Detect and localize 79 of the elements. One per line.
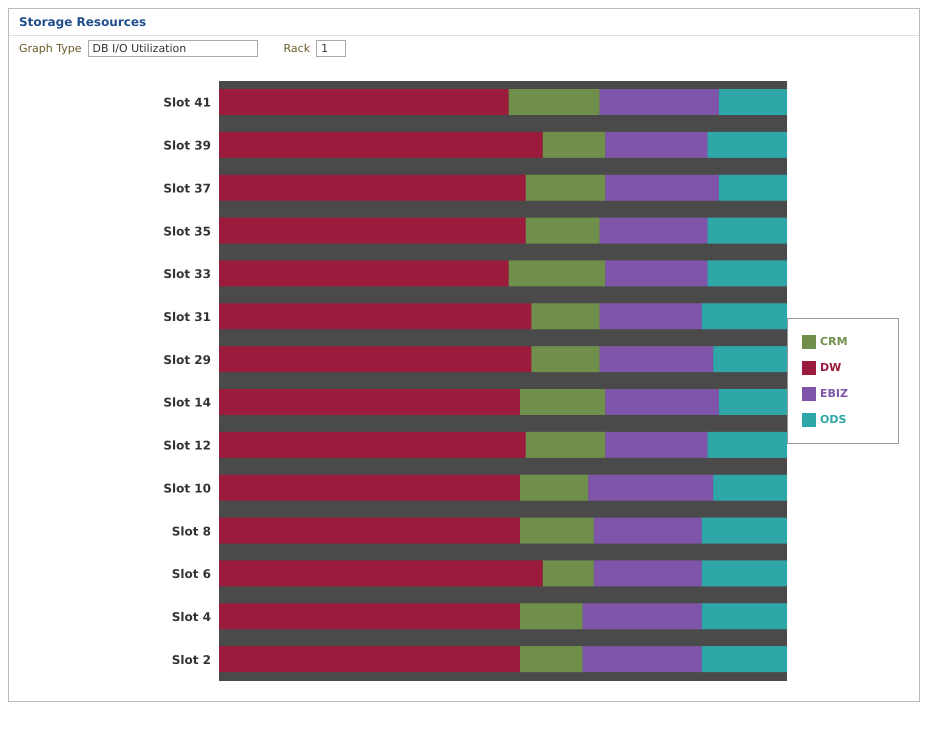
- legend-label: DW: [820, 361, 842, 374]
- dropdown-field: 1: [316, 40, 346, 57]
- y-tick-label: Slot 8: [172, 524, 211, 538]
- text: Rack: [284, 42, 310, 55]
- bar: [520, 474, 588, 501]
- bar: [219, 432, 526, 458]
- bar: [605, 389, 719, 415]
- y-tick-label: Slot 14: [163, 396, 211, 410]
- dropdown-field: DB I/O Utilization: [88, 40, 258, 57]
- bar: [588, 474, 714, 501]
- bar: [708, 432, 788, 458]
- y-tick-label: Slot 33: [163, 267, 211, 282]
- bar: [718, 174, 788, 201]
- bar: [219, 560, 543, 586]
- y-tick-label: Slot 39: [163, 138, 211, 153]
- bar: [526, 432, 606, 458]
- y-tick-label: Slot 2: [172, 652, 211, 667]
- bar: [718, 389, 788, 415]
- bar: [713, 474, 788, 501]
- bar: [219, 303, 532, 330]
- bar: [520, 518, 594, 544]
- y-tick-label: Slot 37: [163, 181, 211, 196]
- bar: [702, 646, 788, 672]
- bar: [508, 89, 600, 115]
- bar: [594, 560, 702, 586]
- bar: [219, 518, 520, 544]
- bar: [702, 603, 788, 630]
- bar: [542, 132, 606, 158]
- bar: [600, 346, 714, 372]
- y-tick-label: Slot 41: [163, 96, 211, 110]
- bar: [219, 474, 520, 501]
- bar: [526, 174, 606, 201]
- bar: [594, 518, 702, 544]
- bar: [702, 560, 788, 586]
- bar: [582, 646, 702, 672]
- y-tick-label: Slot 29: [163, 352, 211, 367]
- text: Storage Resources: [9, 9, 919, 36]
- bar: [582, 603, 702, 630]
- y-tick-label: Slot 31: [163, 310, 211, 324]
- bar: [531, 303, 600, 330]
- bar: [702, 518, 788, 544]
- legend-label: CRM: [820, 335, 848, 348]
- bar: [219, 646, 520, 672]
- legend-label: ODS: [820, 413, 846, 426]
- bar: [508, 260, 606, 286]
- bar: [600, 89, 719, 115]
- bar: [219, 603, 520, 630]
- bar: [702, 303, 788, 330]
- bar: [219, 174, 526, 201]
- bar: [526, 218, 600, 244]
- bar: [605, 174, 719, 201]
- bar: [531, 346, 600, 372]
- y-tick-label: Slot 10: [163, 481, 211, 496]
- y-tick-label: Slot 4: [172, 610, 211, 624]
- bar: [520, 389, 606, 415]
- bar: [708, 260, 788, 286]
- bar: [708, 132, 788, 158]
- legend-label: EBIZ: [820, 387, 848, 400]
- bar: [600, 218, 708, 244]
- bar: [605, 132, 708, 158]
- y-tick-label: Slot 6: [172, 567, 211, 582]
- bar: [708, 218, 788, 244]
- bar: [605, 260, 708, 286]
- bar: [600, 303, 702, 330]
- bar: [520, 603, 583, 630]
- bar: [713, 346, 788, 372]
- y-tick-label: Slot 35: [163, 224, 211, 238]
- bar: [219, 218, 526, 244]
- y-tick-label: Slot 12: [163, 438, 211, 453]
- bar: [520, 646, 583, 672]
- text: Graph Type: [19, 42, 82, 55]
- bar: [219, 89, 509, 115]
- bar: [605, 432, 708, 458]
- bar: [219, 260, 509, 286]
- bar: [542, 560, 594, 586]
- bar: [219, 132, 543, 158]
- bar: [219, 346, 532, 372]
- bar: [219, 389, 520, 415]
- bar: [718, 89, 788, 115]
